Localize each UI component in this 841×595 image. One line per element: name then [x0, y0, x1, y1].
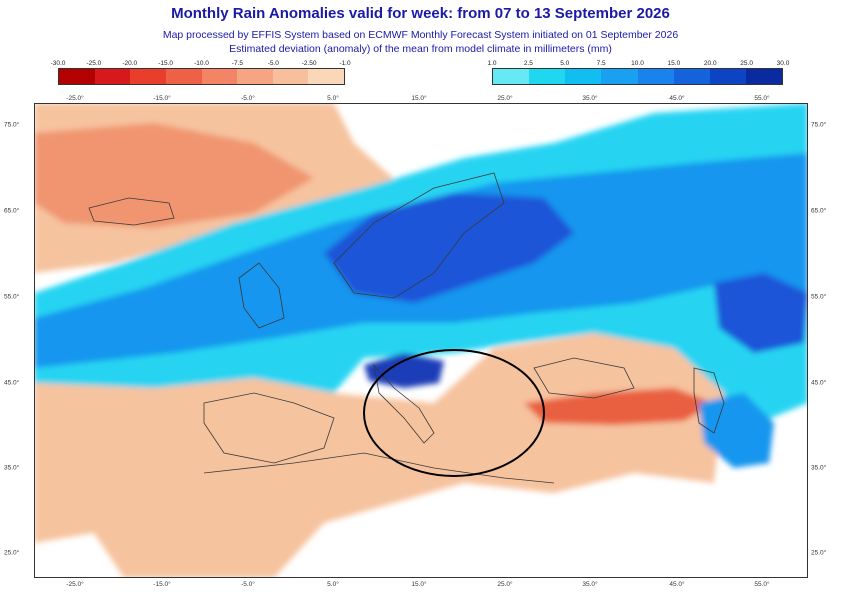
latitude-label: 55.0° — [811, 293, 827, 301]
legend-wet-tick-label: 25.0 — [740, 60, 753, 67]
legend-wet-tick-label: 15.0 — [667, 60, 681, 67]
legend-wet-color-bar — [492, 68, 783, 85]
legend-wet-color-cell — [565, 69, 602, 84]
longitude-label: 35.0° — [582, 581, 598, 588]
legend-wet-color-cell — [529, 69, 566, 84]
legend-dry-color-cell — [237, 69, 273, 84]
coastline-caspian — [693, 367, 725, 434]
coastline-iberia — [203, 392, 335, 464]
legend-dry-tick-label: -10.0 — [194, 60, 209, 67]
wet-field-scandinavia-core — [324, 193, 574, 303]
legend-wet-tick-label: 1.0 — [487, 60, 497, 67]
latitude-label: 45.0° — [811, 379, 827, 387]
latitude-label: 75.0° — [4, 121, 20, 129]
legend-wet-color-cell — [673, 69, 710, 84]
legend-dry-color-cell — [201, 69, 238, 84]
legend-dry-tick-label: -20.0 — [122, 60, 138, 67]
longitude-label: -15.0° — [153, 581, 171, 588]
longitude-label: -15.0° — [153, 95, 171, 102]
dry-field-iceland-core — [34, 123, 314, 228]
legend-dry-tick-label: -15.0 — [158, 60, 174, 67]
legend-wet-color-cell — [601, 69, 638, 84]
latitude-label: 65.0° — [4, 207, 20, 215]
coastline-scandinavia — [333, 172, 505, 299]
legend-dry-tick-label: -5.0 — [267, 60, 279, 67]
legend-wet-tick-label: 2.5 — [523, 60, 533, 67]
longitude-label: 15.0° — [411, 581, 427, 588]
latitude-label: 25.0° — [4, 549, 20, 557]
latitude-label: 35.0° — [4, 464, 20, 472]
legend-dry-color-cell — [94, 69, 131, 84]
latitude-label: 55.0° — [4, 293, 20, 301]
dry-field-turkey-core — [524, 388, 714, 425]
map-frame — [34, 103, 808, 578]
legend-wet-tick-label: 10.0 — [631, 60, 644, 67]
longitude-label: 55.0° — [754, 95, 770, 102]
legend-wet-scale: 1.0 2.5 5.0 7.5 10.0 15.0 20.0 25.0 30.0 — [487, 60, 789, 88]
legend-dry-tick-label: -1.0 — [339, 60, 351, 67]
dry-field-mediterranean — [34, 333, 724, 578]
legend-wet-color-cell — [493, 69, 530, 84]
longitude-label: 35.0° — [582, 95, 598, 102]
legend-dry-color-cell — [272, 69, 309, 84]
longitude-label: 45.0° — [669, 581, 685, 588]
legend-dry-scale: -30.0 -25.0 -20.0 -15.0 -10.0 -7.5 -5.0 -2.50 -1… — [51, 60, 351, 88]
rain-anomaly-map — [34, 103, 808, 578]
latitude-label: 75.0° — [811, 121, 827, 129]
legend-dry-color-cell — [165, 69, 202, 84]
map-title: Monthly Rain Anomalies valid for week: f… — [171, 5, 670, 22]
legend-wet-tick-label: 5.0 — [560, 60, 570, 67]
coastline-italy — [373, 363, 435, 444]
legend-dry-tick-label: -30.0 — [50, 60, 66, 67]
longitude-label: -25.0° — [66, 95, 84, 102]
longitude-label: 25.0° — [497, 95, 513, 102]
coastline-britain — [238, 262, 285, 329]
legend-wet-color-cell — [637, 69, 674, 84]
wet-field-russia-core — [714, 273, 808, 353]
longitude-label: -5.0° — [241, 581, 255, 588]
legend-wet-color-cell — [745, 69, 782, 84]
legend-wet-tick-label: 30.0 — [776, 60, 790, 67]
longitude-label: -5.0° — [241, 95, 255, 102]
coastline-north-africa — [203, 452, 555, 484]
legend-dry-color-cell — [59, 69, 95, 84]
latitude-label: 35.0° — [811, 464, 827, 472]
longitude-label: 15.0° — [411, 95, 427, 102]
legend-wet-tick-label: 7.5 — [596, 60, 606, 67]
legend-dry-tick-label: -7.5 — [231, 60, 243, 67]
longitude-label: 25.0° — [497, 581, 513, 588]
legend-dry-color-cell — [308, 69, 344, 84]
longitude-label: 55.0° — [754, 581, 770, 588]
anomaly-fields — [34, 103, 808, 578]
coastline-black-sea — [533, 357, 635, 399]
coastline-iceland — [88, 197, 175, 226]
wet-field-adriatic — [364, 353, 444, 388]
longitude-label: 45.0° — [669, 95, 685, 102]
latitude-label: 45.0° — [4, 379, 20, 387]
legend-dry-color-bar — [58, 68, 345, 85]
legend-dry-tick-label: -25.0 — [86, 60, 102, 67]
map-subtitle-units: Estimated deviation (anomaly) of the mea… — [229, 43, 612, 55]
longitude-label: 5.0° — [327, 95, 339, 102]
longitude-label: -25.0° — [66, 581, 84, 588]
legend-wet-color-cell — [709, 69, 746, 84]
highlight-circle — [363, 349, 545, 477]
latitude-label: 25.0° — [811, 549, 827, 557]
legend-dry-color-cell — [130, 69, 166, 84]
longitude-label: 5.0° — [327, 581, 339, 588]
legend-dry-tick-label: -2.50 — [301, 60, 317, 67]
map-subtitle-processing: Map processed by EFFIS System based on E… — [162, 29, 679, 41]
latitude-label: 65.0° — [811, 207, 827, 215]
wet-field-caspian — [699, 393, 774, 468]
neutral-field-sahara — [294, 493, 808, 578]
legend-wet-tick-label: 20.0 — [703, 60, 717, 67]
coastlines-borders — [88, 172, 725, 484]
